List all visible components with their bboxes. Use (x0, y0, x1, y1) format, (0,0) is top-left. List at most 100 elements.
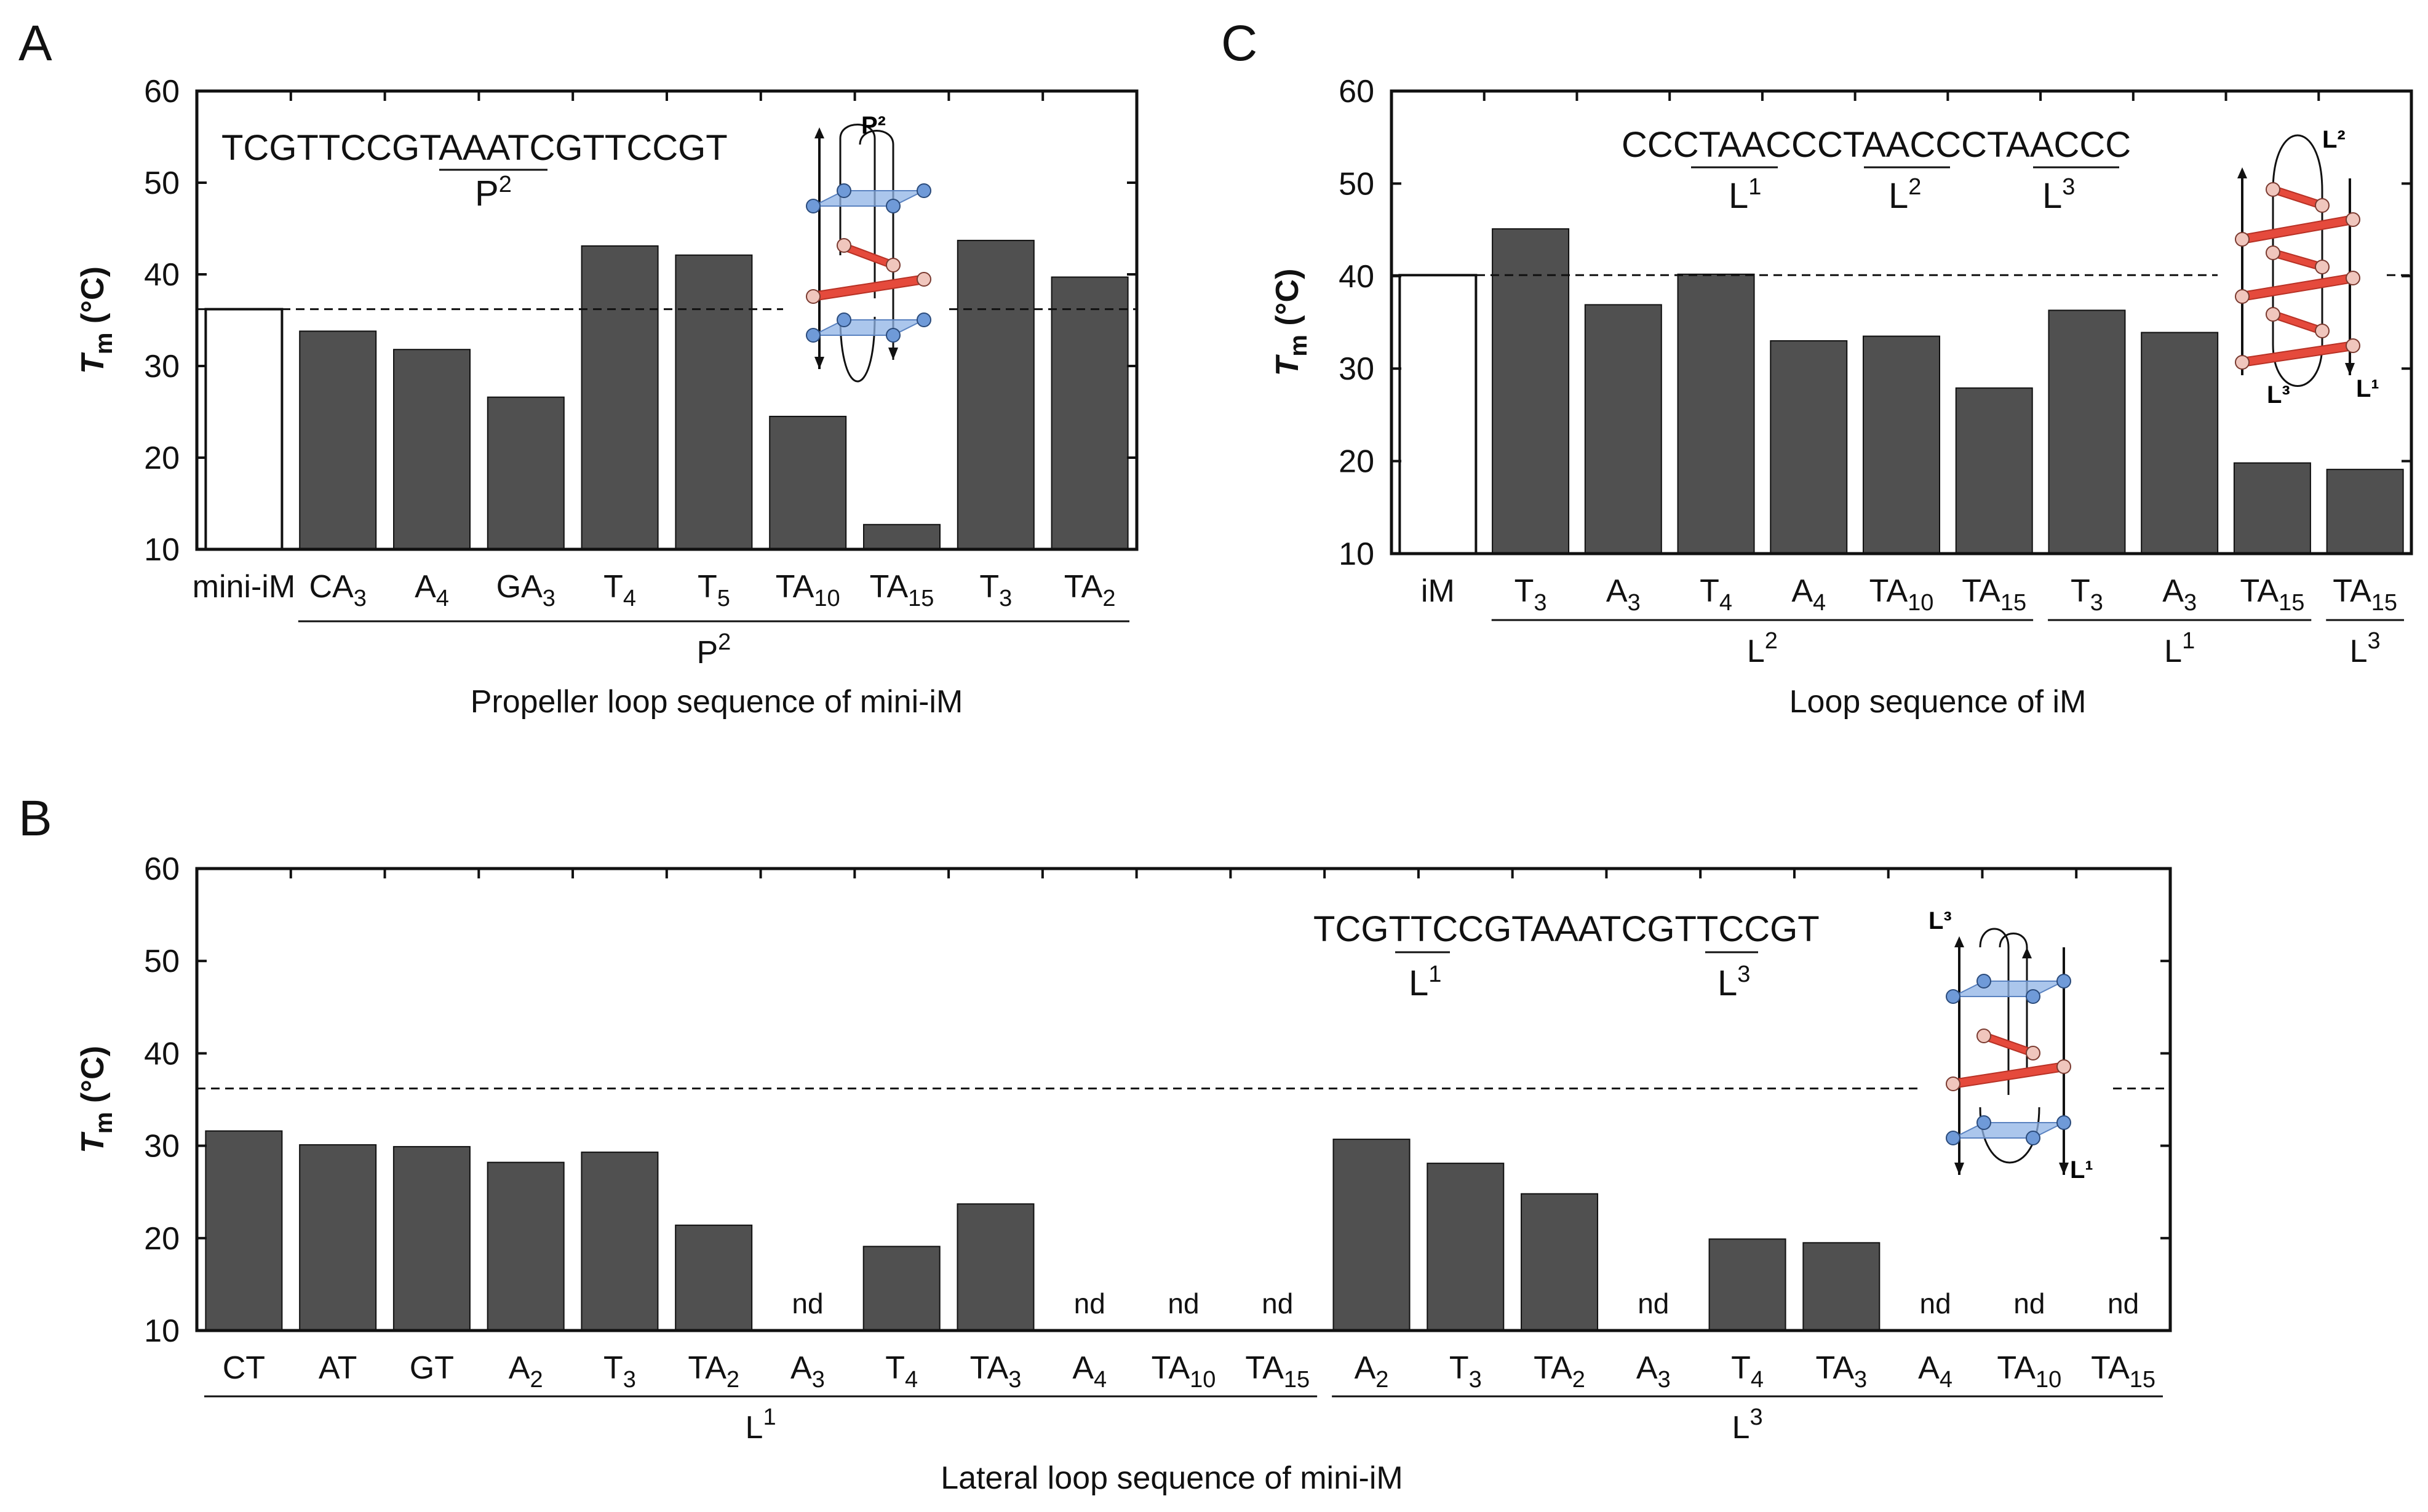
x-tick-label: A3 (2162, 573, 2197, 616)
bar (957, 239, 1035, 550)
x-tick-label: GT (410, 1350, 454, 1386)
panel-b-sequence-text: TCGTTCCGTAAATCGTTCCGT (1313, 909, 1820, 949)
panel-c-sequence: CCCTAACCCTAACCCTAACCC L1 L2 L3 (1622, 125, 2131, 216)
x-tick-label: TA15 (2333, 573, 2397, 616)
bar (393, 349, 471, 550)
y-tick-label: 30 (144, 1129, 180, 1164)
panel-c-y-axis-title: Tm (°C) (1270, 269, 1312, 376)
x-tick-label: T4 (603, 569, 636, 611)
panel-b-y-axis-title: Tm (°C) (75, 1046, 117, 1153)
bar (1770, 340, 1848, 555)
panel-a-sequence-text: TCGTTCCGTAAATCGTTCCGT (221, 128, 728, 168)
x-tick-label: T4 (1700, 573, 1732, 616)
panel-c-loop-label-1: L1 (1729, 174, 1761, 216)
x-tick-label: A3 (1606, 573, 1641, 616)
bar (205, 1130, 283, 1331)
panel-c-sequence-text: CCCTAACCCTAACCCTAACCC (1622, 125, 2131, 165)
y-tick-label: 40 (144, 257, 180, 293)
panel-a-diagram-label: P² (861, 112, 886, 139)
bar (487, 396, 565, 550)
panel-b-diagram-label-bottom: L¹ (2070, 1156, 2093, 1184)
y-tick-label: 30 (144, 349, 180, 384)
group-label: L3 (1732, 1404, 1763, 1446)
x-tick-label: T3 (2071, 573, 2103, 616)
x-tick-label: TA15 (2091, 1350, 2155, 1393)
nd-label: nd (1262, 1287, 1293, 1319)
bar (675, 1224, 753, 1331)
panel-b-x-axis-title: Lateral loop sequence of mini-iM (941, 1460, 1403, 1496)
bar (2326, 469, 2404, 554)
panel-a-groups: P2 (298, 620, 1129, 670)
x-tick-label: A3 (790, 1350, 825, 1393)
group-label: L1 (746, 1404, 776, 1446)
nd-label: nd (2013, 1287, 2045, 1319)
x-tick-label: T3 (1515, 573, 1547, 616)
x-tick-label: AT (319, 1350, 357, 1386)
panel-a-sequence: TCGTTCCGTAAATCGTTCCGT P2 (221, 128, 728, 213)
x-tick-label: T5 (698, 569, 730, 611)
panel-b-imotif-diagram: L³ L¹ (1928, 907, 2093, 1184)
bar (675, 254, 753, 550)
x-tick-label: TA15 (2240, 573, 2304, 616)
x-tick-label: TA10 (776, 569, 840, 611)
group-label: L2 (1747, 628, 1778, 669)
y-tick-label: 40 (144, 1036, 180, 1072)
x-tick-label: TA10 (1997, 1350, 2061, 1393)
bar (1863, 335, 1940, 554)
bar (862, 1246, 941, 1331)
panel-c-loop-label-2: L2 (1889, 174, 1921, 216)
panel-c-diagram-label-bottom-right: L¹ (2356, 375, 2379, 402)
panel-c-diagram-label-bottom-left: L³ (2267, 381, 2290, 408)
x-tick-label: TA15 (1245, 1350, 1310, 1393)
x-tick-label: T4 (885, 1350, 918, 1393)
panel-b-categories: CT AT GT A2 T3 TA2 A3 T4 TA3 A4 TA10 TA15 A2 T3 TA2 A3 T… (223, 1350, 2155, 1393)
y-tick-label: 50 (1339, 166, 1374, 202)
x-tick-label: A4 (1072, 1350, 1107, 1393)
reference-bar (1398, 274, 1478, 555)
panel-b-y-ticks: 10 20 30 40 50 60 (144, 851, 2171, 1349)
x-tick-label: CT (223, 1350, 265, 1386)
panel-b-sequence: TCGTTCCGTAAATCGTTCCGT L1 L3 (1313, 909, 1820, 1003)
panel-b-loop-label-1: L1 (1409, 961, 1441, 1003)
x-tick-label: iM (1421, 573, 1455, 609)
y-tick-label: 10 (1339, 536, 1374, 572)
panel-c-diagram-label-top: L² (2322, 126, 2346, 153)
x-tick-label: A4 (1918, 1350, 1952, 1393)
bar (957, 1203, 1035, 1331)
x-tick-label: A4 (1791, 573, 1826, 616)
panel-a-x-axis-title: Propeller loop sequence of mini-iM (471, 684, 963, 720)
panel-a: A 10 20 30 40 50 60 mini-iM CA3 A4 GA3 T4 T5 TA10 TA… (18, 15, 1139, 720)
group-label: L3 (2350, 628, 2381, 669)
x-tick-label: GA3 (496, 569, 555, 611)
bar (1584, 304, 1662, 554)
nd-label: nd (792, 1287, 823, 1319)
x-tick-label: TA15 (1962, 573, 2026, 616)
group-label: L1 (2164, 628, 2195, 669)
y-tick-label: 50 (144, 165, 180, 201)
nd-label: nd (1074, 1287, 1105, 1319)
x-tick-label: TA3 (970, 1350, 1022, 1393)
panel-c-bars (1398, 228, 2404, 555)
nd-label: nd (2108, 1287, 2139, 1319)
x-tick-label: TA2 (1064, 569, 1116, 611)
panel-c-x-axis-title: Loop sequence of iM (1789, 684, 2087, 720)
panel-a-y-ticks: 10 20 30 40 50 60 (144, 74, 1138, 568)
panel-b-loop-label-3: L3 (1718, 961, 1750, 1003)
bar (299, 1144, 377, 1332)
group-label: P2 (696, 629, 731, 670)
panel-a-letter: A (18, 15, 52, 71)
panel-b: B nd nd nd nd nd nd nd nd 10 20 30 40 50 60 CT AT GT A2… (18, 790, 2172, 1496)
y-tick-label: 50 (144, 944, 180, 979)
x-tick-label: TA15 (870, 569, 934, 611)
panel-c-y-ticks: 10 20 30 40 50 60 (1339, 74, 2413, 572)
y-tick-label: 30 (1339, 351, 1374, 387)
bar (1492, 228, 1570, 554)
bar (299, 330, 377, 550)
x-tick-label: TA2 (688, 1350, 739, 1393)
bar (581, 1152, 659, 1331)
y-tick-label: 10 (144, 532, 180, 568)
bar (863, 523, 941, 551)
panel-a-categories: mini-iM CA3 A4 GA3 T4 T5 TA10 TA15 T3 TA2 (193, 569, 1116, 611)
x-tick-label: CA3 (309, 569, 367, 611)
